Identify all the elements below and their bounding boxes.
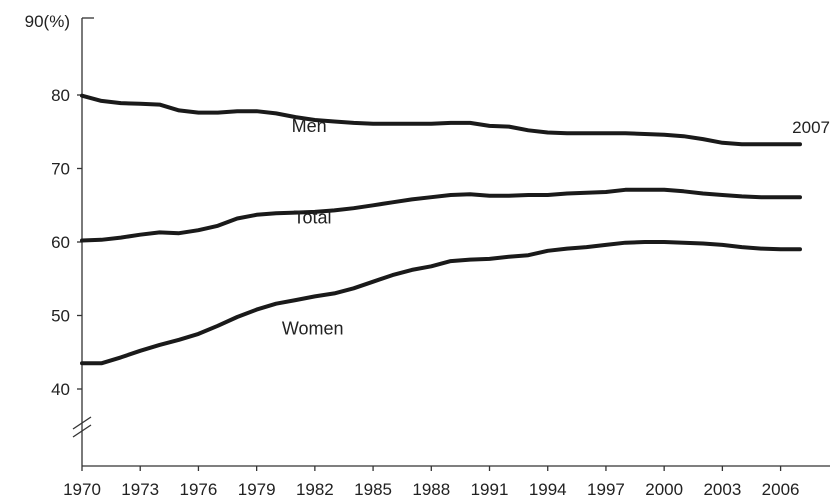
x-tick-label: 1985 bbox=[354, 480, 392, 499]
x-tick-label: 1976 bbox=[180, 480, 218, 499]
x-tick-label: 1994 bbox=[529, 480, 567, 499]
series-label-men: Men bbox=[292, 116, 327, 136]
x-tick-label: 2006 bbox=[762, 480, 800, 499]
y-tick-label: 80 bbox=[51, 86, 70, 105]
series-line-total bbox=[80, 187, 802, 243]
x-tick-label: 1973 bbox=[121, 480, 159, 499]
x-tick-label: 2003 bbox=[703, 480, 741, 499]
y-tick-label: 60 bbox=[51, 233, 70, 252]
y-axis-top-label: 90(%) bbox=[25, 12, 70, 31]
series-line-women bbox=[80, 240, 802, 366]
series-labels: Men Total Women bbox=[282, 116, 344, 339]
axis-break-mark bbox=[72, 424, 92, 438]
y-tick-label: 70 bbox=[51, 160, 70, 179]
x-tick-label: 1991 bbox=[471, 480, 509, 499]
x-tick-label: 1997 bbox=[587, 480, 625, 499]
x-tick-label: 1988 bbox=[412, 480, 450, 499]
series-label-women: Women bbox=[282, 319, 344, 339]
y-axis-ticks: 40 50 60 70 80 bbox=[51, 86, 82, 399]
series-line-men bbox=[80, 93, 802, 147]
end-year-annotation: 2007 bbox=[792, 118, 830, 137]
series-label-total: Total bbox=[294, 208, 332, 228]
y-tick-label: 40 bbox=[51, 380, 70, 399]
x-tick-label: 1982 bbox=[296, 480, 334, 499]
x-tick-label: 1970 bbox=[63, 480, 101, 499]
x-tick-label: 2000 bbox=[645, 480, 683, 499]
x-tick-label: 1979 bbox=[238, 480, 276, 499]
axes bbox=[72, 17, 830, 467]
axis-break-mark bbox=[72, 416, 92, 430]
x-axis-ticks: 1970 1973 1976 1979 1982 1985 1988 1991 1994 1997… bbox=[63, 466, 800, 499]
series-lines bbox=[80, 93, 802, 366]
y-tick-label: 50 bbox=[51, 307, 70, 326]
